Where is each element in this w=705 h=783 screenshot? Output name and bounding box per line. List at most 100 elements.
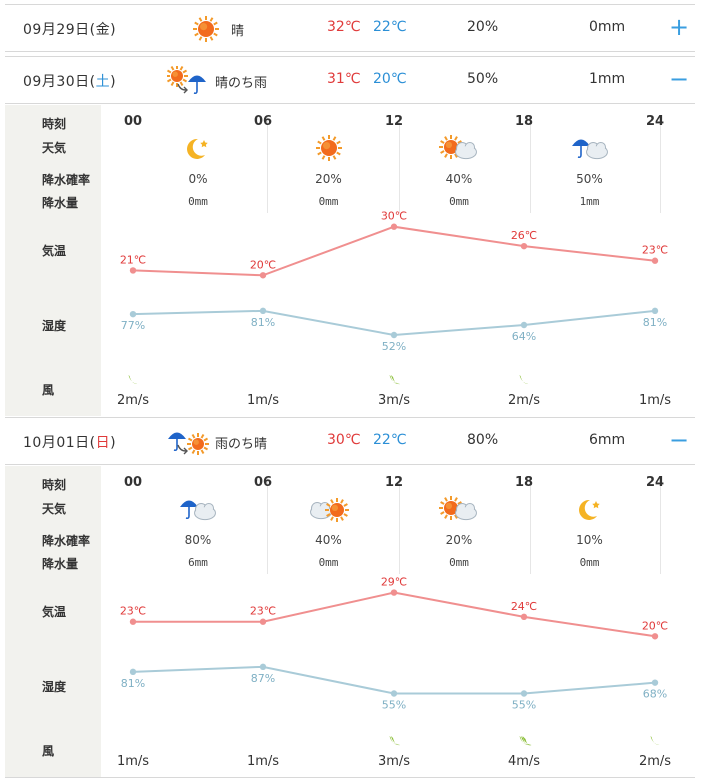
wind-leaf-icon	[516, 372, 532, 391]
wind-leaf-icon	[255, 372, 271, 391]
temperature-label: 23℃	[120, 605, 146, 618]
humidity-point	[259, 307, 267, 315]
humidity-point	[390, 331, 398, 339]
temperature-label: 29℃	[381, 576, 407, 589]
date-text: 09月29日(	[23, 22, 96, 38]
temperature-label: 30℃	[381, 210, 407, 223]
humidity-label: 68%	[643, 688, 667, 701]
precip-probability-cell: 50%	[576, 172, 603, 186]
low-temp: 22℃	[373, 19, 407, 35]
row-label-temp: 気温	[42, 244, 67, 258]
column-divider	[530, 478, 531, 574]
humidity-label: 64%	[512, 330, 536, 343]
low-temp: 20℃	[373, 71, 407, 87]
humidity-point	[651, 679, 659, 686]
wind-leaf-icon	[255, 733, 271, 752]
row-label-pop: 降水確率	[42, 173, 91, 187]
day-date: 09月30日(土)	[23, 71, 116, 91]
rain-cloud-icon	[176, 494, 220, 528]
row-label-humidity: 湿度	[42, 680, 67, 694]
humidity-line	[132, 665, 656, 695]
sun-cloud-icon	[437, 494, 481, 528]
row-label-time: 時刻	[42, 478, 67, 492]
row-label-time: 時刻	[42, 117, 67, 131]
precip-amount: 6mm	[589, 432, 626, 448]
temperature-label: 21℃	[120, 253, 146, 266]
sun-icon	[190, 14, 222, 44]
wind-leaf-icon	[647, 372, 663, 391]
hourly-forecast-panel: 時刻 天気 降水確率 降水量 気温 湿度風 00 06 12 18 24 80% 40% 20% 10% 6m…	[5, 466, 695, 777]
date-text: 10月01日(	[23, 435, 96, 451]
collapse-button[interactable]: −	[669, 426, 690, 454]
wind-leaf-icon	[386, 372, 402, 391]
date-text: 09月30日(	[23, 74, 96, 90]
cloud-sun-icon	[307, 494, 351, 528]
wind-leaf-icon	[647, 733, 663, 752]
humidity-label: 55%	[382, 699, 406, 712]
precip-amount-cell: 0mm	[449, 556, 469, 569]
wind-leaf-icon	[125, 372, 141, 391]
humidity-label: 52%	[382, 340, 406, 353]
temperature-label: 23℃	[642, 244, 668, 257]
row-label-wind: 風	[42, 383, 55, 397]
temperature-point	[259, 618, 267, 625]
temperature-label: 20℃	[642, 619, 668, 632]
humidity-label: 81%	[643, 316, 667, 329]
row-label-weather: 天気	[42, 502, 67, 516]
hour-label: 00	[123, 114, 143, 129]
precip-probability: 80%	[467, 432, 499, 448]
column-divider	[660, 117, 661, 213]
precip-amount: 0mm	[589, 19, 626, 35]
precip-amount-cell: 6mm	[188, 556, 208, 569]
expand-button[interactable]: +	[669, 13, 690, 41]
temperature-point	[651, 633, 659, 640]
hour-label: 24	[645, 475, 665, 490]
humidity-point	[129, 310, 137, 318]
row-label-column	[5, 105, 101, 416]
humidity-point	[390, 690, 398, 697]
temperature-point	[259, 272, 267, 279]
temperature-point	[129, 618, 137, 625]
date-close: )	[110, 435, 117, 451]
day-summary-row[interactable]: 09月30日(土) 晴のち雨 31℃ 20℃ 50% 1mm −	[5, 56, 695, 104]
row-label-temp: 気温	[42, 605, 67, 619]
temperature-label: 20℃	[250, 258, 276, 271]
day-summary-row[interactable]: 10月01日(日) 雨のち晴 30℃ 22℃ 80% 6mm −	[5, 417, 695, 465]
precip-amount: 1mm	[589, 71, 626, 87]
temperature-line	[132, 225, 656, 277]
wind-leaf-icon	[125, 733, 141, 752]
precip-amount-cell: 0mm	[318, 195, 339, 208]
date-close: )	[110, 22, 117, 38]
humidity-point	[520, 321, 528, 329]
humidity-point	[520, 690, 528, 697]
column-divider	[530, 117, 531, 213]
wind-speed: 1m/s	[638, 393, 672, 408]
precip-amount-cell: 0mm	[449, 195, 469, 208]
row-label-wind: 風	[42, 744, 55, 758]
row-label-humidity: 湿度	[42, 319, 67, 333]
weather-label: 雨のち晴	[215, 437, 268, 452]
day-summary-row[interactable]: 09月29日(金) 晴 32℃ 22℃ 20% 0mm +	[5, 4, 695, 52]
weather-label: 晴	[231, 24, 245, 39]
weekday-text: 金	[95, 22, 111, 38]
wind-leaf-icon	[516, 733, 532, 752]
hour-label: 06	[253, 114, 273, 129]
column-divider	[399, 478, 400, 574]
row-label-rain: 降水量	[42, 196, 79, 210]
temperature-point	[520, 242, 528, 250]
wind-speed: 4m/s	[507, 754, 541, 769]
hour-label: 00	[123, 475, 143, 490]
row-label-rain: 降水量	[42, 557, 79, 571]
hour-label: 24	[645, 114, 665, 129]
collapse-button[interactable]: −	[669, 65, 690, 93]
column-divider	[267, 117, 268, 213]
day-date: 10月01日(日)	[23, 432, 116, 452]
temperature-label: 24℃	[511, 600, 537, 613]
sun-then-rain-icon	[166, 65, 211, 96]
humidity-label: 55%	[512, 699, 536, 712]
column-divider	[267, 478, 268, 574]
day-date: 09月29日(金)	[23, 19, 116, 39]
temperature-label: 26℃	[511, 229, 537, 242]
wind-speed: 1m/s	[246, 393, 280, 408]
